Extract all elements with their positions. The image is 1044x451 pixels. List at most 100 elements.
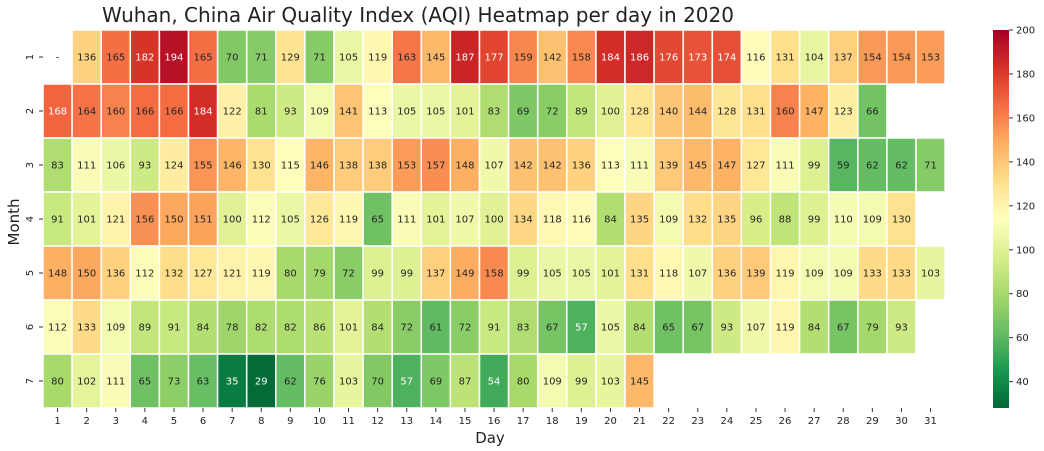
heatmap-cell-label: 137 — [426, 269, 445, 280]
heatmap-cell — [245, 245, 277, 301]
heatmap-cell — [740, 191, 772, 247]
heatmap-cell — [216, 353, 248, 409]
heatmap-cell-label: 112 — [48, 323, 67, 334]
heatmap-cell-label: 148 — [455, 161, 474, 172]
x-tick-label: 23 — [691, 416, 704, 427]
heatmap-cell — [827, 29, 859, 85]
colorbar-tick-label: 100 — [1016, 245, 1035, 256]
heatmap-cell-label: 186 — [630, 53, 649, 64]
heatmap-cell-label: 177 — [485, 53, 504, 64]
y-tick-label: 1 — [25, 54, 36, 60]
heatmap-cell-label: 62 — [284, 377, 297, 388]
heatmap-cell — [566, 245, 597, 301]
heatmap-cell — [682, 245, 714, 301]
heatmap-cell-label: 66 — [866, 107, 879, 118]
heatmap-cell-label: 73 — [168, 377, 181, 388]
x-tick-label: 22 — [662, 416, 675, 427]
heatmap-cell-label: 113 — [368, 107, 387, 118]
heatmap-cell-label: 165 — [106, 53, 125, 64]
heatmap-cell — [624, 353, 655, 409]
x-tick-label: 31 — [924, 416, 937, 427]
heatmap-cell-label: 115 — [281, 161, 300, 172]
y-tick-label: 6 — [25, 324, 36, 330]
x-tick-label: 13 — [400, 416, 413, 427]
x-tick-label: 11 — [342, 416, 355, 427]
heatmap-cell-label: 112 — [252, 215, 271, 226]
heatmap-cell — [827, 137, 859, 193]
heatmap-cell — [391, 29, 423, 85]
heatmap-cell-label: 130 — [252, 161, 271, 172]
y-tick-label: 5 — [25, 270, 36, 276]
heatmap-cell-label: 146 — [310, 161, 329, 172]
heatmap-cell — [362, 245, 393, 301]
heatmap-cell — [536, 83, 568, 139]
colorbar — [993, 30, 1009, 408]
heatmap-cell-label: 119 — [368, 53, 387, 64]
heatmap-cell-label: 69 — [429, 377, 442, 388]
heatmap-cell-label: 59 — [837, 161, 850, 172]
heatmap-cell-label: 119 — [776, 269, 795, 280]
colorbar-tick-label: 180 — [1016, 69, 1035, 80]
heatmap-cell — [187, 191, 219, 247]
heatmap-cell — [886, 29, 917, 85]
heatmap-cell-label: 155 — [194, 161, 213, 172]
heatmap-cell — [275, 191, 306, 247]
heatmap-cell-label: 111 — [106, 377, 125, 388]
heatmap-cell — [566, 83, 597, 139]
heatmap-cell — [362, 83, 393, 139]
heatmap-cell — [740, 245, 772, 301]
heatmap-cell — [536, 191, 568, 247]
heatmap-cell — [740, 299, 772, 355]
x-tick-label: 7 — [229, 416, 235, 427]
heatmap-cell-label: 109 — [106, 323, 125, 334]
heatmap-cell-label: 100 — [601, 107, 620, 118]
x-tick-label: 29 — [866, 416, 879, 427]
heatmap-cell-label: 84 — [371, 323, 384, 334]
heatmap-cell-label: 136 — [77, 53, 96, 64]
heatmap-cell-label: 84 — [604, 215, 617, 226]
heatmap-cell — [595, 191, 626, 247]
heatmap-cell — [129, 299, 161, 355]
heatmap-cell — [857, 137, 888, 193]
x-axis-ticks: 1 2 3 4 5 6 7 8 9 10 11 12 13 14 15 16 17 18 19 20 21 22 23 24 2… — [54, 408, 937, 427]
heatmap-cell-label: 84 — [633, 323, 646, 334]
heatmap-cell-label: 57 — [400, 377, 413, 388]
heatmap-cell — [478, 83, 510, 139]
heatmap-cell-label: 158 — [572, 53, 591, 64]
heatmap-cell-label: 105 — [426, 107, 445, 118]
heatmap-cell — [275, 137, 306, 193]
heatmap-cell-label: 84 — [197, 323, 210, 334]
heatmap-cell-label: 82 — [255, 323, 268, 334]
heatmap-cell-label: 164 — [77, 107, 96, 118]
heatmap-cell-label: 99 — [808, 161, 821, 172]
heatmap-cell-label: 146 — [223, 161, 242, 172]
x-tick-label: 20 — [604, 416, 617, 427]
x-tick-label: 5 — [171, 416, 177, 427]
heatmap-cell-label: 91 — [488, 323, 501, 334]
heatmap-cell-label: 109 — [863, 215, 882, 226]
heatmap-cell-label: 57 — [575, 323, 588, 334]
heatmap-cell — [216, 137, 248, 193]
heatmap-cell — [362, 353, 393, 409]
heatmap-cell — [158, 191, 190, 247]
heatmap-cell-label: 168 — [48, 107, 67, 118]
x-tick-label: 21 — [633, 416, 646, 427]
heatmap-cell-label: 72 — [459, 323, 472, 334]
x-tick-label: 19 — [575, 416, 588, 427]
heatmap-cell — [711, 29, 743, 85]
heatmap-cell — [42, 191, 73, 247]
heatmap-cell-label: 105 — [572, 269, 591, 280]
colorbar-tick-label: 160 — [1016, 113, 1035, 124]
heatmap-cell — [827, 299, 859, 355]
heatmap-cell-label: 54 — [488, 377, 501, 388]
x-tick-label: 17 — [517, 416, 530, 427]
x-tick-label: 12 — [371, 416, 384, 427]
heatmap-cell — [886, 191, 917, 247]
heatmap-cell — [449, 353, 481, 409]
heatmap-cell — [362, 191, 393, 247]
heatmap-cell-label: 145 — [426, 53, 445, 64]
heatmap-cell-label: 148 — [48, 269, 67, 280]
x-tick-label: 2 — [83, 416, 89, 427]
heatmap-cell-label: 182 — [135, 53, 154, 64]
